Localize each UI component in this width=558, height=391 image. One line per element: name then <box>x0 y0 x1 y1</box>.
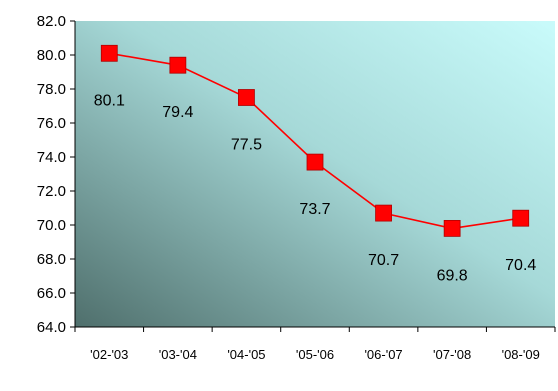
x-tick-label: '02-'03 <box>90 347 128 362</box>
data-label: 70.4 <box>505 257 536 274</box>
y-tick-label: 64.0 <box>37 319 66 336</box>
x-tick-label: '07-'08 <box>433 347 471 362</box>
y-tick-label: 80.0 <box>37 47 66 64</box>
data-label: 69.8 <box>437 267 468 284</box>
data-label: 73.7 <box>299 201 330 218</box>
y-tick-label: 78.0 <box>37 81 66 98</box>
plot-area <box>75 21 555 327</box>
data-label: 70.7 <box>368 252 399 269</box>
x-tick-label: '05-'06 <box>296 347 334 362</box>
y-tick-label: 70.0 <box>37 217 66 234</box>
data-point-marker <box>100 44 118 62</box>
x-axis-ticks: '02-'03 '03-'04 '04-'05 '05-'06 '06-'07 '07-'… <box>74 327 556 362</box>
x-tick-label: '08-'09 <box>502 347 540 362</box>
data-point-marker <box>169 56 187 74</box>
axes <box>74 21 555 328</box>
x-tick-label: '03-'04 <box>159 347 197 362</box>
x-tick-label: '04-'05 <box>227 347 265 362</box>
data-point-marker <box>443 219 461 237</box>
y-tick-label: 82.0 <box>37 13 66 30</box>
data-label: 77.5 <box>231 137 262 154</box>
y-tick-label: 72.0 <box>37 183 66 200</box>
y-tick-label: 76.0 <box>37 115 66 132</box>
data-point-marker <box>238 89 255 106</box>
data-point-marker <box>512 209 530 227</box>
data-point-marker <box>306 153 324 171</box>
y-tick-label: 68.0 <box>37 251 66 268</box>
x-tick-label: '06-'07 <box>364 347 402 362</box>
y-tick-label: 66.0 <box>37 285 66 302</box>
data-point-marker <box>375 204 392 222</box>
data-label: 80.1 <box>94 92 125 109</box>
data-labels: 80.1 79.4 77.5 73.7 70.7 69.8 70.4 <box>94 92 537 284</box>
y-axis-ticks: 64.0 66.0 68.0 70.0 72.0 74.0 76.0 78.0 80.0 82.0 <box>37 13 75 336</box>
data-label: 79.4 <box>162 104 193 121</box>
series-markers <box>100 44 530 237</box>
y-tick-label: 74.0 <box>37 149 66 166</box>
